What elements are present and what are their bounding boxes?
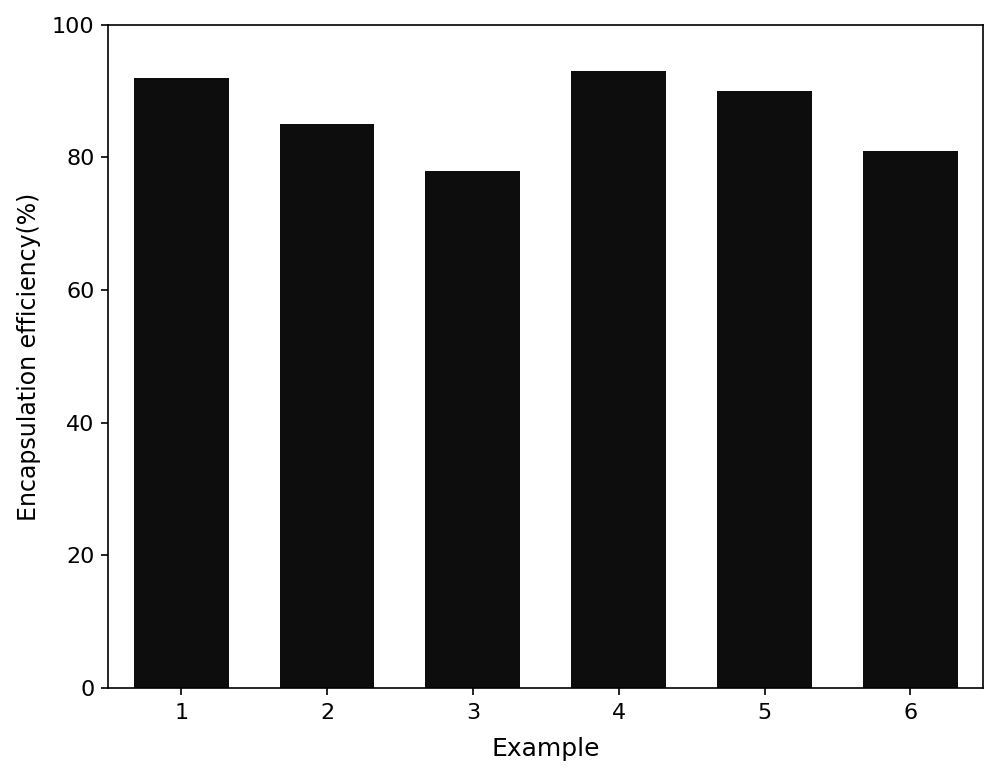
X-axis label: Example: Example xyxy=(492,738,600,762)
Bar xyxy=(571,71,666,689)
Bar xyxy=(717,91,812,689)
Bar xyxy=(863,151,958,689)
Bar xyxy=(425,170,520,689)
Bar xyxy=(134,78,229,689)
Y-axis label: Encapsulation efficiency(%): Encapsulation efficiency(%) xyxy=(17,192,41,520)
Bar xyxy=(280,124,374,689)
